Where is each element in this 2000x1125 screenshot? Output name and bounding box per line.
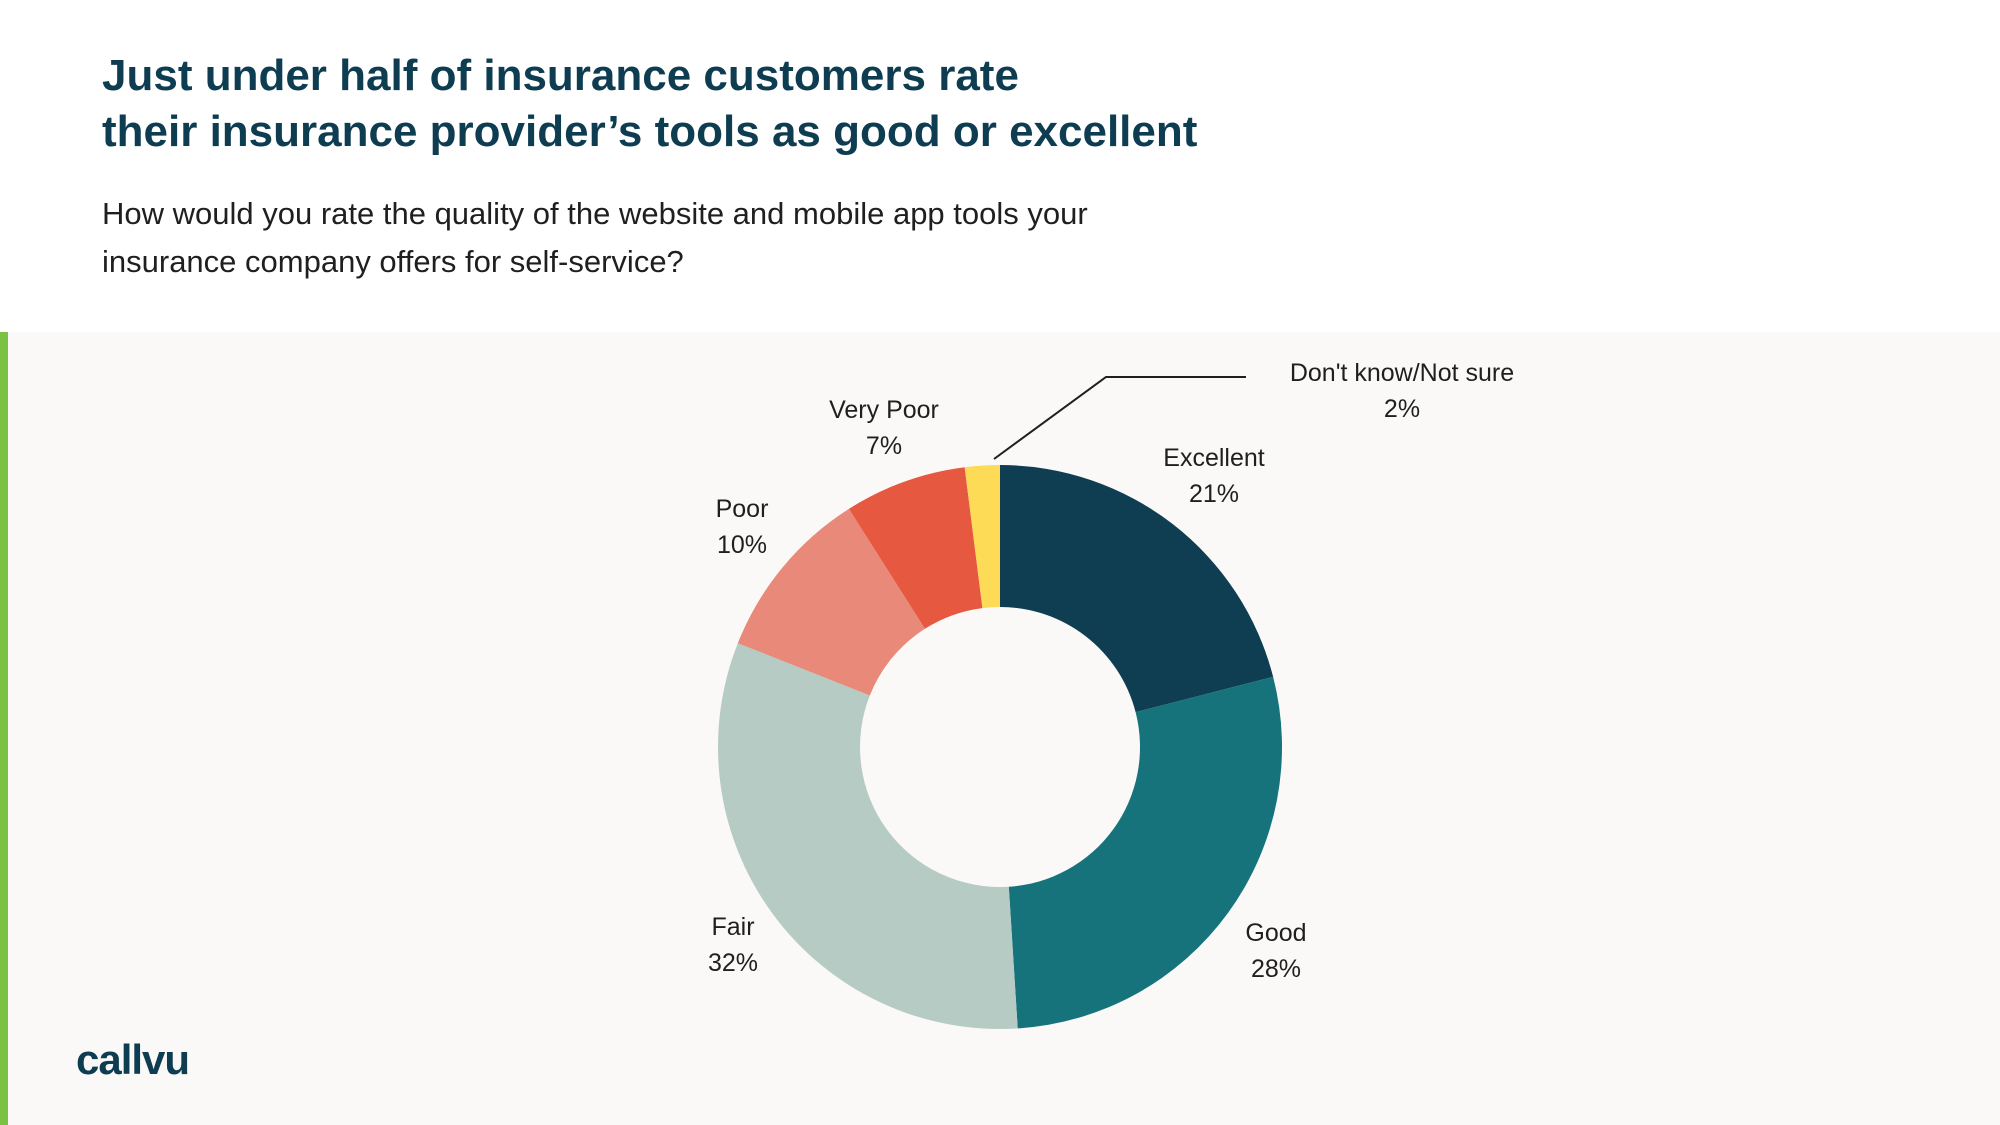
category-label: Good: [1245, 919, 1306, 947]
slice-excellent: [1000, 465, 1274, 713]
slice-poor: [737, 508, 925, 696]
category-label: Excellent: [1163, 444, 1264, 472]
label-don-t-know-not-sure: Don't know/Not sure 2%: [1290, 359, 1514, 423]
label-excellent: Excellent 21%: [1163, 444, 1264, 508]
leader-line-dont-know: [993, 376, 1246, 460]
title-line-2: their insurance provider’s tools as good…: [102, 107, 1198, 156]
page-title: Just under half of insurance customers r…: [102, 48, 1502, 160]
slice-fair: [718, 643, 1018, 1029]
value-label: 7%: [866, 432, 902, 460]
label-fair: Fair 32%: [708, 913, 758, 977]
subtitle-line-2: insurance company offers for self-servic…: [102, 244, 684, 279]
slice-very-poor: [848, 467, 983, 629]
title-line-1: Just under half of insurance customers r…: [102, 51, 1019, 100]
accent-bar: [0, 0, 8, 1125]
value-label: 2%: [1384, 395, 1420, 423]
slice-good: [1008, 676, 1282, 1029]
subtitle-line-1: How would you rate the quality of the we…: [102, 196, 1088, 231]
label-very-poor: Very Poor 7%: [829, 396, 939, 460]
header: Just under half of insurance customers r…: [0, 0, 2000, 332]
value-label: 21%: [1189, 480, 1239, 508]
category-label: Very Poor: [829, 396, 939, 424]
slice-don-t-know-not-sure: [964, 465, 1000, 609]
callvu-logo: callvu: [76, 1036, 190, 1083]
label-poor: Poor 10%: [716, 495, 769, 559]
value-label: 32%: [708, 949, 758, 977]
donut-chart: Excellent 21% Good 28% Fair 32% Poor 10% Very Po…: [708, 359, 1514, 1029]
value-label: 10%: [717, 531, 767, 559]
category-label: Fair: [711, 913, 754, 941]
category-label: Poor: [716, 495, 769, 523]
category-label: Don't know/Not sure: [1290, 359, 1514, 387]
chart-area: Excellent 21% Good 28% Fair 32% Poor 10% Very Po…: [8, 332, 2000, 1125]
value-label: 28%: [1251, 955, 1301, 983]
page-subtitle: How would you rate the quality of the we…: [102, 190, 1352, 286]
label-good: Good 28%: [1245, 919, 1306, 983]
